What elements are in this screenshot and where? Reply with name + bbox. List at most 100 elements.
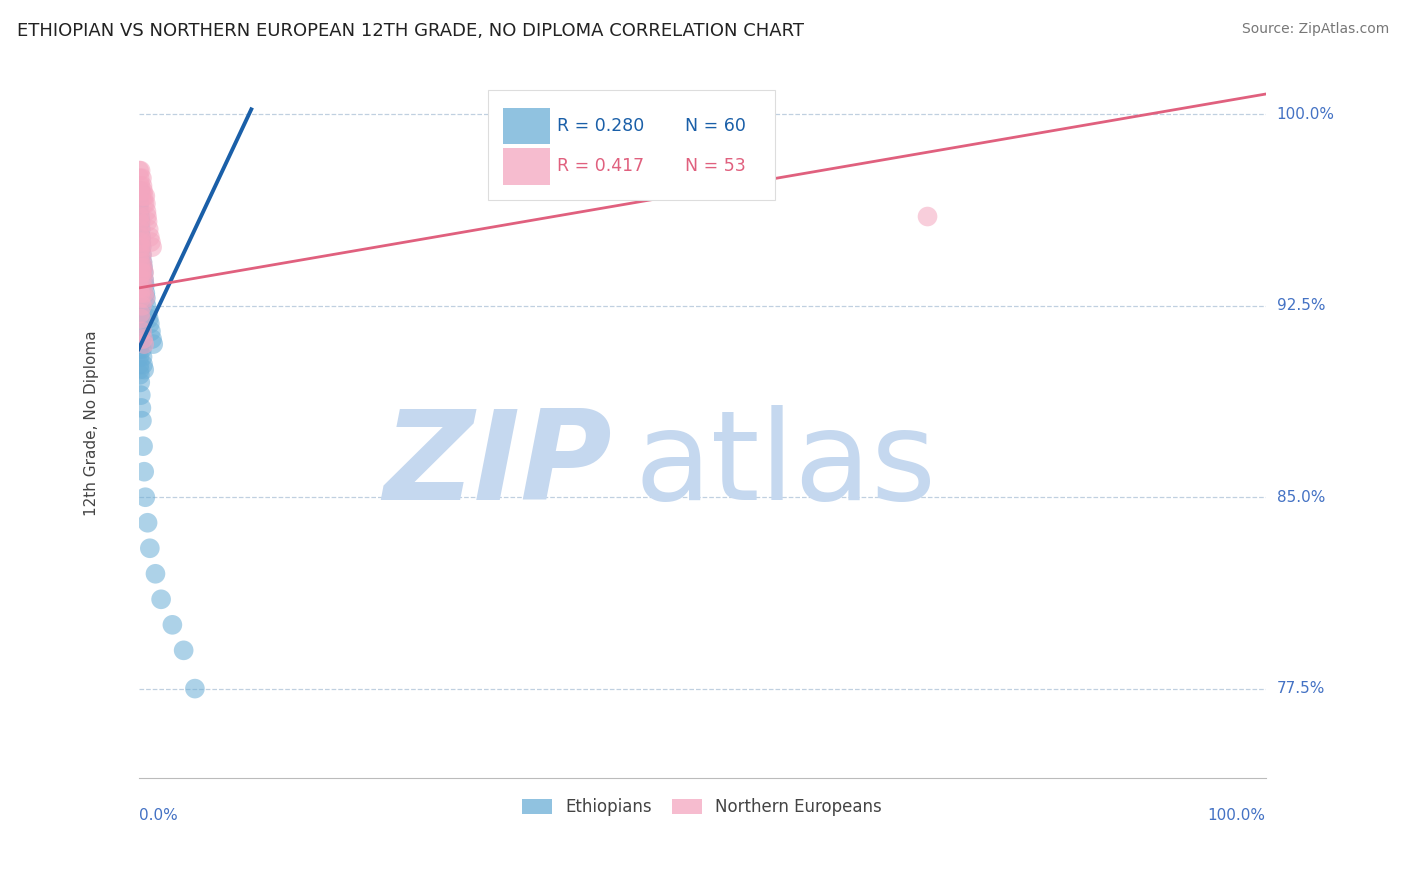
- Point: [131, 266, 153, 280]
- Point: [128, 171, 150, 186]
- Text: 77.5%: 77.5%: [1277, 681, 1324, 696]
- Point: [128, 189, 150, 203]
- Point: [129, 324, 152, 338]
- Point: [129, 291, 152, 305]
- Point: [131, 235, 153, 249]
- Point: [131, 240, 153, 254]
- Point: [128, 281, 150, 295]
- Text: atlas: atlas: [634, 405, 936, 526]
- Point: [139, 235, 162, 249]
- Point: [141, 332, 163, 346]
- Text: ETHIOPIAN VS NORTHERN EUROPEAN 12TH GRADE, NO DIPLOMA CORRELATION CHART: ETHIOPIAN VS NORTHERN EUROPEAN 12TH GRAD…: [17, 22, 804, 40]
- Point: [132, 266, 155, 280]
- Point: [129, 311, 152, 326]
- Point: [128, 273, 150, 287]
- Point: [129, 230, 152, 244]
- Point: [128, 204, 150, 219]
- Point: [139, 230, 162, 244]
- Text: N = 53: N = 53: [685, 157, 747, 176]
- Point: [129, 311, 152, 326]
- Point: [128, 273, 150, 287]
- Point: [132, 260, 155, 275]
- Point: [129, 163, 152, 178]
- Text: 0.0%: 0.0%: [139, 808, 177, 823]
- Text: 92.5%: 92.5%: [1277, 298, 1326, 313]
- Point: [138, 222, 160, 236]
- Point: [134, 337, 156, 351]
- Point: [139, 541, 162, 556]
- Point: [131, 350, 153, 364]
- Point: [134, 362, 156, 376]
- Point: [131, 332, 153, 346]
- Point: [134, 490, 156, 504]
- Point: [129, 235, 152, 249]
- Text: ZIP: ZIP: [384, 405, 612, 526]
- Point: [131, 273, 153, 287]
- Point: [132, 332, 155, 346]
- FancyBboxPatch shape: [502, 148, 550, 185]
- Point: [129, 368, 152, 382]
- Text: 12th Grade, No Diploma: 12th Grade, No Diploma: [84, 330, 98, 516]
- Point: [132, 439, 155, 453]
- Point: [184, 681, 207, 696]
- Point: [131, 178, 153, 193]
- Legend: Ethiopians, Northern Europeans: Ethiopians, Northern Europeans: [516, 791, 889, 822]
- Text: R = 0.417: R = 0.417: [557, 157, 644, 176]
- Point: [150, 592, 173, 607]
- Point: [131, 189, 153, 203]
- Point: [129, 230, 152, 244]
- Point: [129, 210, 152, 224]
- Text: R = 0.280: R = 0.280: [557, 117, 644, 135]
- Point: [128, 343, 150, 357]
- Point: [173, 643, 195, 657]
- Point: [131, 240, 153, 254]
- Point: [129, 388, 152, 402]
- Point: [129, 184, 152, 198]
- Point: [134, 266, 156, 280]
- Point: [128, 350, 150, 364]
- Point: [129, 184, 152, 198]
- Point: [129, 178, 152, 193]
- FancyBboxPatch shape: [502, 108, 550, 145]
- Point: [139, 317, 162, 331]
- Point: [134, 189, 156, 203]
- Point: [129, 214, 152, 228]
- Point: [128, 358, 150, 372]
- Point: [141, 240, 163, 254]
- Point: [131, 248, 153, 262]
- Point: [135, 291, 157, 305]
- Point: [129, 222, 152, 236]
- Point: [138, 311, 160, 326]
- Point: [129, 260, 152, 275]
- Point: [917, 210, 939, 224]
- Point: [128, 163, 150, 178]
- Point: [134, 465, 156, 479]
- Point: [128, 222, 150, 236]
- Point: [131, 343, 153, 357]
- Point: [136, 214, 159, 228]
- Point: [162, 617, 184, 632]
- Point: [134, 273, 156, 287]
- FancyBboxPatch shape: [488, 90, 775, 200]
- Point: [128, 299, 150, 313]
- Point: [132, 189, 155, 203]
- Point: [129, 306, 152, 320]
- Point: [129, 255, 152, 269]
- Text: 100.0%: 100.0%: [1208, 808, 1265, 823]
- Point: [131, 299, 153, 313]
- Point: [145, 566, 167, 581]
- Point: [129, 376, 152, 390]
- Point: [134, 278, 156, 293]
- Text: 85.0%: 85.0%: [1277, 490, 1324, 505]
- Text: 100.0%: 100.0%: [1277, 107, 1334, 122]
- Point: [128, 291, 150, 305]
- Point: [132, 260, 155, 275]
- Point: [131, 324, 153, 338]
- Point: [131, 255, 153, 269]
- Point: [132, 358, 155, 372]
- Point: [128, 235, 150, 249]
- Point: [128, 240, 150, 254]
- Point: [134, 291, 156, 305]
- Point: [135, 299, 157, 313]
- Point: [134, 286, 156, 301]
